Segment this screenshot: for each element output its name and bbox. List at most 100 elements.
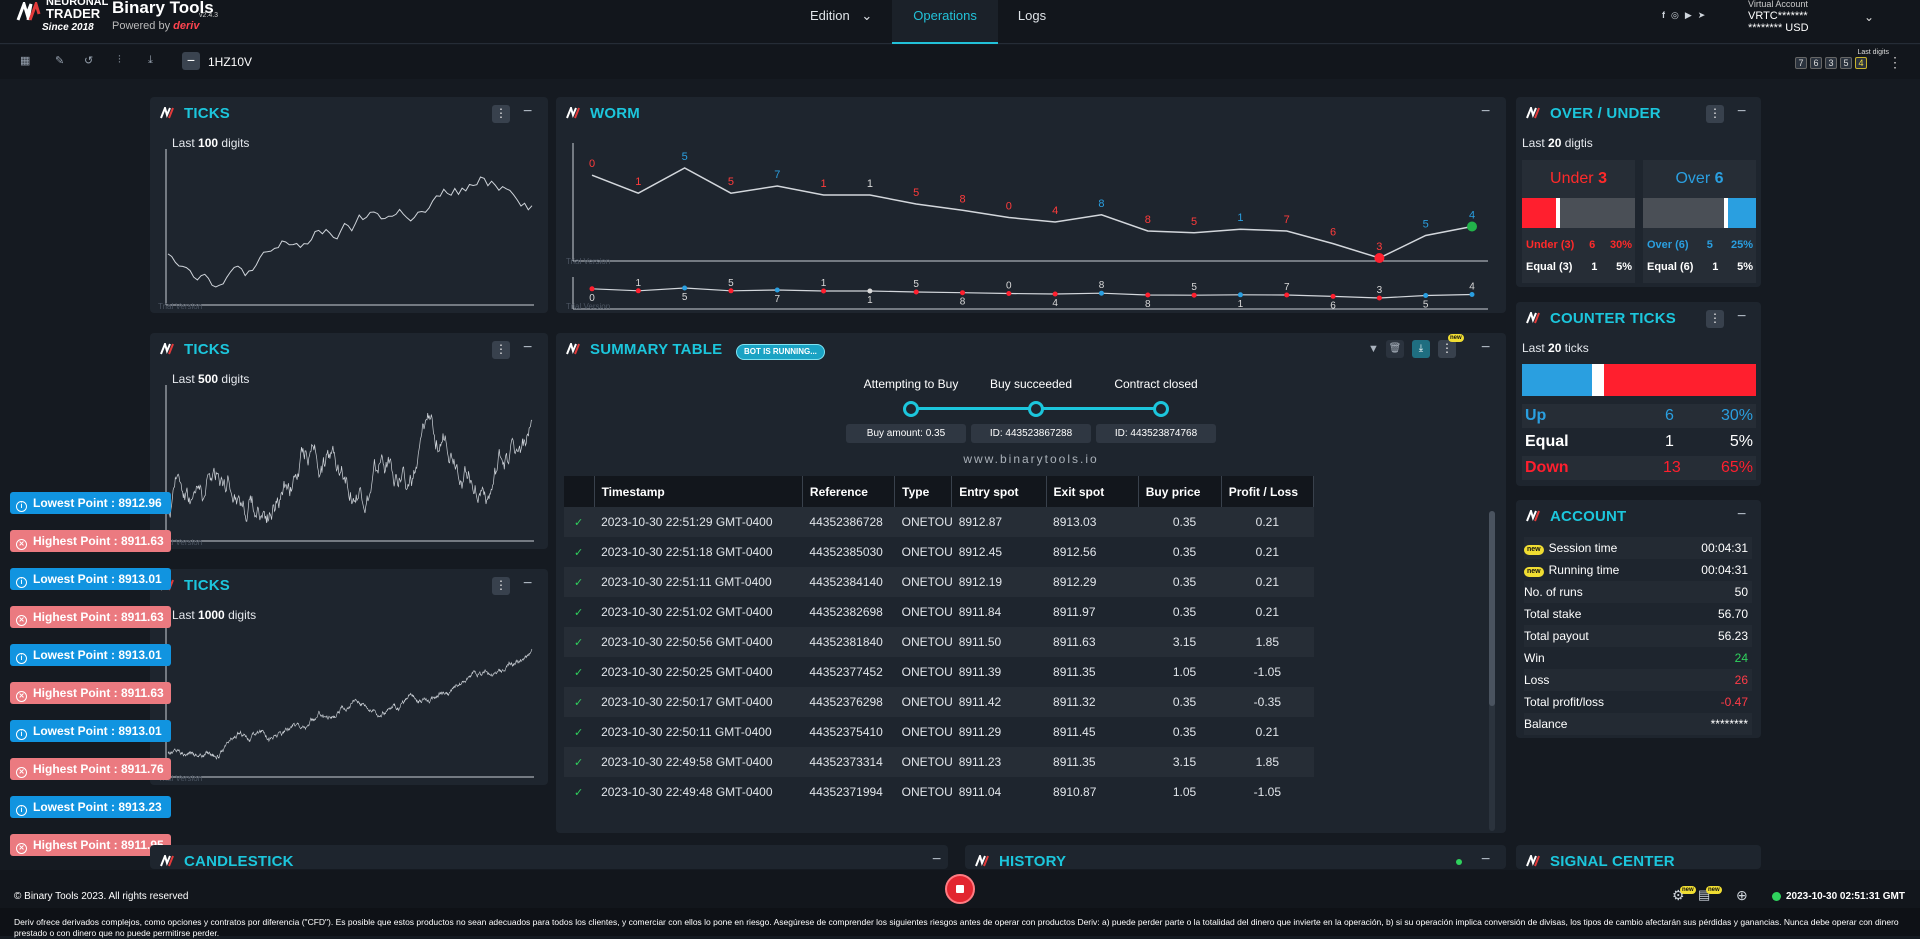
panel-minimize-button[interactable]: − (1737, 506, 1747, 523)
main-nav: Edition ⌄ Operations Logs (790, 0, 1066, 44)
logo[interactable]: NEURONAL TRADER Since 2018 Binary Tools v… (14, 0, 218, 40)
column-profit-loss[interactable]: Profit / Loss (1221, 476, 1315, 507)
panel-menu-button[interactable]: ⋮ (1438, 340, 1456, 358)
nav-operations[interactable]: Operations (892, 0, 998, 44)
column-buy-price[interactable]: Buy price (1138, 476, 1222, 507)
dashboard-icon[interactable]: ▦ (20, 55, 31, 67)
column-type[interactable]: Type (894, 476, 953, 507)
trial-watermark: Trial Version (158, 538, 203, 547)
panel-minimize-button[interactable]: − (1481, 851, 1491, 868)
lowest-point-badge[interactable]: i Lowest Point : 8912.96 (10, 492, 171, 514)
worm-digit-label: 8 (959, 193, 965, 205)
worm-mini-point (1006, 291, 1012, 296)
table-row[interactable]: ✓ 2023-10-30 22:50:11 GMT-0400 44352375410… (564, 717, 1314, 747)
symbol-label[interactable]: 1HZ10V (208, 55, 253, 69)
table-row[interactable]: ✓ 2023-10-30 22:49:58 GMT-0400 44352373314… (564, 747, 1314, 777)
cell-entry-spot: 8911.84 (951, 597, 1047, 627)
filter-icon[interactable]: ▼ (1368, 343, 1379, 355)
table-row[interactable]: ✓ 2023-10-30 22:51:29 GMT-0400 44352386728… (564, 507, 1314, 537)
highest-point-badge[interactable]: ✕ Highest Point : 8911.95 (10, 834, 171, 856)
nav-logs[interactable]: Logs (1017, 8, 1047, 23)
cell-exit-spot: 8912.56 (1046, 537, 1139, 567)
telegram-icon[interactable]: ➤ (1697, 10, 1706, 20)
trash-icon[interactable]: 🗑 (1386, 340, 1404, 358)
download-icon[interactable]: ⤓ (148, 54, 153, 66)
cell-exit-spot: 8911.35 (1046, 657, 1139, 687)
worm-mini-point (1237, 292, 1243, 298)
history-icon[interactable]: ↺ (84, 55, 94, 67)
panel-menu-button[interactable]: ⋮ (1706, 105, 1724, 123)
panel-minimize-button[interactable]: − (523, 103, 533, 120)
table-row[interactable]: ✓ 2023-10-30 22:50:56 GMT-0400 44352381840… (564, 627, 1314, 657)
summary-table-panel: SUMMARY TABLE BOT IS RUNNING... ▼ 🗑 ⤓ ⋮ … (556, 333, 1506, 833)
cell-profit-loss: 0.21 (1221, 597, 1314, 627)
panel-minimize-button[interactable]: − (523, 339, 533, 356)
table-row[interactable]: ✓ 2023-10-30 22:49:48 GMT-0400 44352371994… (564, 777, 1314, 807)
panel-minimize-button[interactable]: − (1481, 103, 1491, 120)
column-timestamp[interactable]: Timestamp (594, 476, 803, 507)
highest-point-badge[interactable]: ✕ Highest Point : 8911.63 (10, 530, 171, 552)
cell-exit-spot: 8911.97 (1046, 597, 1139, 627)
table-row[interactable]: ✓ 2023-10-30 22:50:25 GMT-0400 44352377452… (564, 657, 1314, 687)
lowest-point-badge[interactable]: i Lowest Point : 8913.01 (10, 720, 171, 742)
table-scrollbar[interactable] (1489, 511, 1495, 831)
highest-point-badge[interactable]: ✕ Highest Point : 8911.76 (10, 758, 171, 780)
worm-mini-point (1330, 293, 1336, 299)
worm-digit-label: 0 (1006, 201, 1012, 213)
panel-minimize-button[interactable]: − (1481, 339, 1491, 356)
panel-menu-button[interactable]: ⋮ (1706, 310, 1724, 328)
instagram-icon[interactable]: ◎ (1671, 10, 1679, 20)
cell-entry-spot: 8911.50 (951, 627, 1047, 657)
worm-mini-digit-label: 5 (913, 279, 919, 290)
account-info[interactable]: Virtual Account VRTC******* ******** USD (1748, 0, 1809, 34)
more-vertical-icon[interactable]: ⋮ (1888, 54, 1902, 70)
cell-reference: 44352386728 (802, 507, 895, 537)
panel-menu-button[interactable]: ⋮ (492, 105, 510, 123)
lowest-point-badge[interactable]: i Lowest Point : 8913.01 (10, 568, 171, 590)
highest-point-badge[interactable]: ✕ Highest Point : 8911.63 (10, 606, 171, 628)
cell-profit-loss: 1.85 (1221, 627, 1314, 657)
export-icon[interactable]: ⤓ (1412, 340, 1430, 358)
signal-center-panel: SIGNAL CENTER (1516, 845, 1761, 869)
lowest-point-badge[interactable]: i Lowest Point : 8913.23 (10, 796, 171, 818)
table-row[interactable]: ✓ 2023-10-30 22:51:02 GMT-0400 44352382698… (564, 597, 1314, 627)
edit-icon[interactable]: ✎ (55, 55, 65, 67)
panel-minimize-button[interactable]: − (932, 851, 942, 868)
column-entry-spot[interactable]: Entry spot (951, 476, 1047, 507)
table-row[interactable]: ✓ 2023-10-30 22:51:11 GMT-0400 44352384140… (564, 567, 1314, 597)
panel-menu-button[interactable]: ⋮ (492, 341, 510, 359)
account-stat-label: Balance (1524, 717, 1568, 731)
worm-digit-label: 4 (1469, 210, 1475, 222)
youtube-icon[interactable]: ▶ (1684, 10, 1692, 20)
table-row[interactable]: ✓ 2023-10-30 22:51:18 GMT-0400 44352385030… (564, 537, 1314, 567)
cell-entry-spot: 8912.19 (951, 567, 1047, 597)
cell-timestamp: 2023-10-30 22:50:17 GMT-0400 (594, 687, 803, 717)
panel-minimize-button[interactable]: − (1737, 308, 1747, 325)
column-exit-spot[interactable]: Exit spot (1046, 476, 1139, 507)
table-row[interactable]: ✓ 2023-10-30 22:50:17 GMT-0400 44352376298… (564, 687, 1314, 717)
panel-menu-button[interactable]: ⋮ (492, 577, 510, 595)
nav-edition[interactable]: Edition ⌄ (810, 8, 873, 23)
facebook-icon[interactable]: f (1662, 10, 1665, 20)
row-check-icon: ✓ (564, 537, 595, 567)
worm-digit-label: 8 (1145, 214, 1151, 226)
sliders-icon[interactable]: ⫶ (118, 54, 121, 66)
account-chevron-icon[interactable]: ⌄ (1864, 10, 1875, 24)
worm-digit-label: 1 (635, 176, 641, 188)
collapse-button[interactable]: − (182, 52, 200, 70)
worm-digit-label: 8 (1098, 198, 1104, 210)
panel-title: TICKS (184, 105, 230, 122)
lowest-point-badge[interactable]: i Lowest Point : 8913.01 (10, 644, 171, 666)
cell-exit-spot: 8913.03 (1046, 507, 1139, 537)
stop-bot-button[interactable] (945, 874, 975, 904)
worm-mini-point (1376, 295, 1382, 301)
highest-point-badge[interactable]: ✕ Highest Point : 8911.63 (10, 682, 171, 704)
globe-icon[interactable]: ⊕ (1736, 887, 1748, 903)
column-reference[interactable]: Reference (802, 476, 896, 507)
account-stat-value: 24 (1734, 651, 1748, 665)
worm-mini-point (1423, 293, 1429, 298)
under-stats: Under (3) 6 30% (1526, 239, 1632, 251)
panel-minimize-button[interactable]: − (1737, 103, 1747, 120)
panel-minimize-button[interactable]: − (523, 575, 533, 592)
account-type: Virtual Account (1748, 0, 1808, 9)
